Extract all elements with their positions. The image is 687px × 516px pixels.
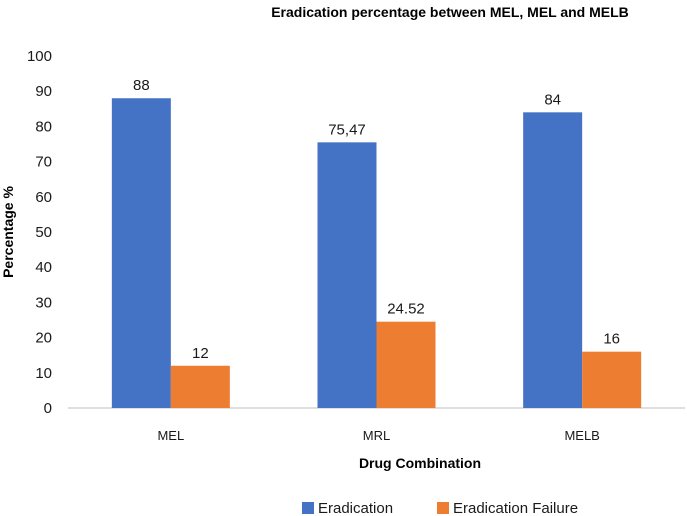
- bar-eradication-failure-melb: [582, 351, 642, 408]
- data-label: 12: [192, 345, 209, 362]
- data-label: 16: [603, 331, 620, 348]
- data-label: 84: [544, 91, 561, 108]
- legend-swatch-eradication: [302, 502, 314, 514]
- x-axis-categories: MEL MRL MELB: [157, 428, 599, 443]
- x-axis-title: Drug Combination: [359, 455, 481, 471]
- y-tick-label: 80: [35, 118, 52, 135]
- legend-swatch-eradication-failure: [437, 502, 449, 514]
- y-tick-label: 90: [35, 83, 52, 100]
- y-tick-label: 20: [35, 330, 52, 347]
- y-tick-label: 60: [35, 189, 52, 206]
- y-axis-title: Percentage %: [0, 186, 16, 278]
- y-axis-ticks: 0 10 20 30 40 50 60 70 80 90 100: [27, 48, 52, 417]
- y-tick-label: 0: [44, 400, 52, 417]
- x-category-label: MRL: [363, 428, 390, 443]
- bar-eradication-melb: [523, 112, 583, 408]
- y-tick-label: 100: [27, 48, 52, 65]
- y-tick-label: 30: [35, 294, 52, 311]
- legend: Eradication Eradication Failure: [302, 500, 578, 516]
- bar-eradication-failure-mel: [170, 365, 230, 408]
- x-category-label: MELB: [564, 428, 599, 443]
- chart-title: Eradication percentage between MEL, MEL …: [271, 4, 629, 20]
- y-tick-label: 40: [35, 259, 52, 276]
- y-tick-label: 70: [35, 154, 52, 171]
- data-label: 24.52: [387, 301, 425, 318]
- legend-label-eradication-failure: Eradication Failure: [453, 500, 578, 516]
- bars-group: 88 75,47 84 12 24.52 16: [111, 77, 642, 409]
- x-category-label: MEL: [157, 428, 184, 443]
- bar-eradication-failure-mrl: [376, 321, 436, 408]
- y-tick-label: 10: [35, 365, 52, 382]
- y-tick-label: 50: [35, 224, 52, 241]
- bar-eradication-mel: [111, 98, 171, 409]
- data-label: 88: [133, 77, 150, 94]
- legend-label-eradication: Eradication: [318, 500, 393, 516]
- bar-eradication-mrl: [317, 142, 377, 409]
- data-label: 75,47: [328, 121, 366, 138]
